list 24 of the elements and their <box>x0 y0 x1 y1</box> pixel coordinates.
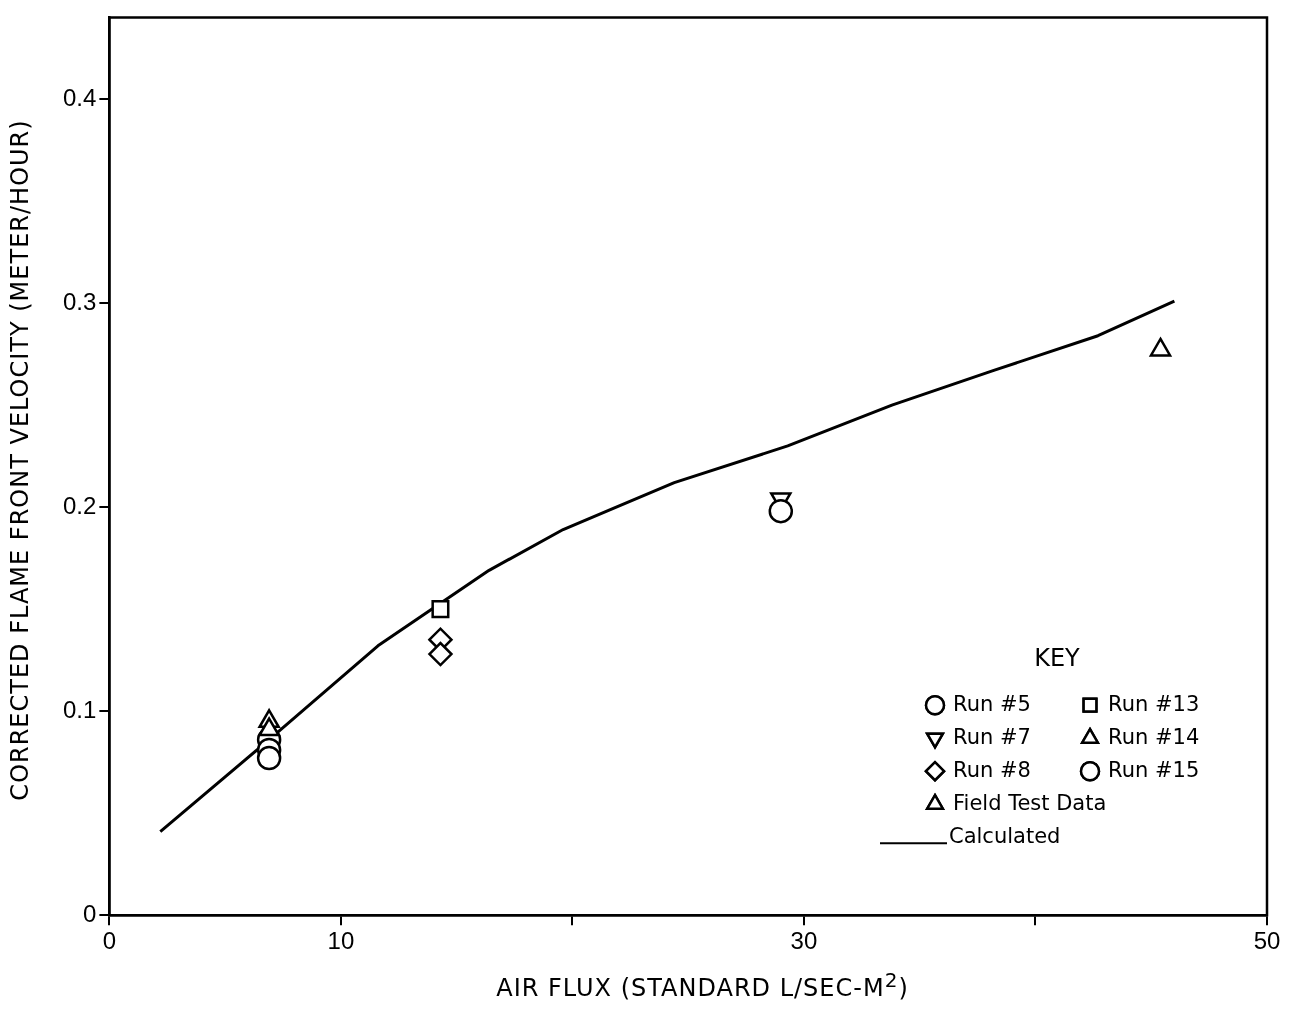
y-tick-label: 0.2 <box>62 491 97 519</box>
legend-label: Run #14 <box>1108 724 1200 749</box>
x-tick-label: 50 <box>1253 927 1281 955</box>
legend-label: Run #7 <box>953 724 1031 749</box>
point <box>428 641 453 667</box>
point <box>768 498 794 524</box>
x-tick-label: 30 <box>790 927 818 955</box>
legend-label: Field Test Data <box>953 790 1107 815</box>
point <box>431 600 450 619</box>
legend-label: Run #5 <box>953 691 1031 716</box>
y-tick-label: 0.3 <box>62 287 97 315</box>
legend-label: Run #15 <box>1108 757 1200 782</box>
legend-label: Run #13 <box>1108 691 1200 716</box>
legend-title: KEY <box>1034 644 1081 673</box>
y-tick-label: 0.1 <box>62 695 97 723</box>
point <box>256 745 282 771</box>
y-axis-title: CORRECTED FLAME FRONT VELOCITY (METER/HOUR) <box>6 119 34 801</box>
x-axis-title: AIR FLUX (STANDARD L/SEC-M$^{2}$) <box>495 968 910 1002</box>
y-tick-label: 0.4 <box>62 83 97 111</box>
x-tick-label: 0 <box>102 927 117 955</box>
x-tick-label: 10 <box>327 927 355 955</box>
legend-label: Calculated <box>949 823 1061 848</box>
y-tick-label: 0 <box>83 899 97 927</box>
legend-label: Run #8 <box>953 757 1031 782</box>
